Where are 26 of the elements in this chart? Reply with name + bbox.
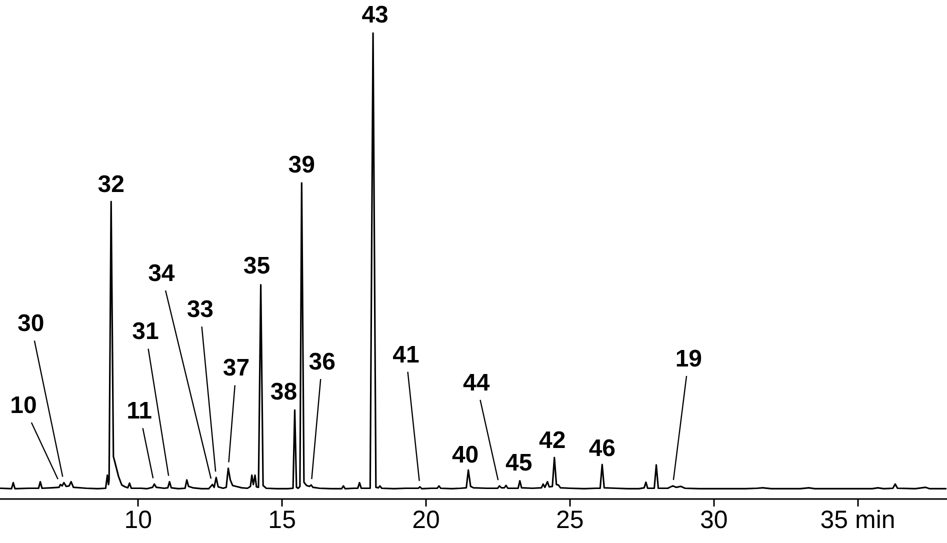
annotation: 44 [463, 369, 490, 396]
annotation: 45 [505, 449, 532, 476]
x-tick-label: 25 [556, 506, 584, 534]
annotation: 42 [539, 427, 566, 454]
annotation: 38 [270, 378, 298, 406]
x-tick-label: 35 min [820, 506, 896, 534]
x-tick-label: 20 [412, 506, 440, 534]
annotation: 11 [126, 398, 152, 425]
annotation: 46 [588, 435, 616, 462]
annotation: 31 [132, 318, 159, 346]
annotation: 40 [452, 442, 479, 469]
annotation: 35 [243, 252, 270, 280]
annotation: 10 [10, 392, 37, 420]
annotation: 30 [18, 310, 44, 338]
annotation: 43 [362, 2, 388, 28]
annotation: 33 [186, 296, 214, 324]
annotation: 37 [222, 354, 250, 382]
x-tick-label: 15 [268, 506, 296, 534]
x-tick-label: 30 [700, 506, 728, 534]
x-tick-label: 10 [124, 506, 152, 534]
annotation: 36 [308, 348, 336, 376]
annotation: 39 [288, 151, 316, 178]
annotation: 41 [392, 341, 420, 368]
annotation: 32 [98, 171, 124, 198]
annotation: 34 [148, 260, 176, 288]
annotation: 19 [675, 345, 702, 372]
